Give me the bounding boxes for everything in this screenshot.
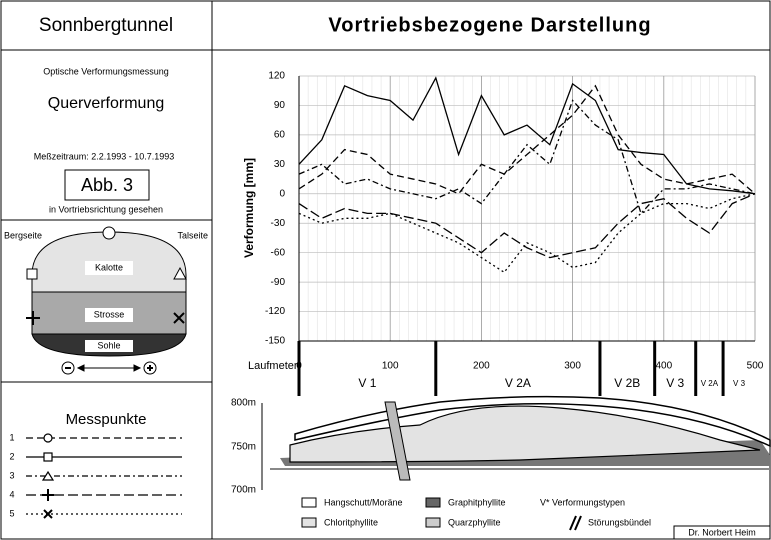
geo-legend: Graphitphyllite [448, 497, 506, 507]
level-label: 800m [231, 398, 256, 409]
arrow [78, 365, 140, 371]
level-label: 700m [231, 485, 256, 496]
legend-label: 4 [9, 489, 14, 499]
legend-marker [44, 453, 52, 461]
y-tick-label: 30 [274, 159, 286, 170]
x-tick-label: 500 [747, 361, 764, 372]
swatch [570, 516, 581, 530]
legend-label: 3 [9, 470, 14, 480]
y-tick-label: -150 [265, 336, 285, 347]
layer [270, 468, 770, 470]
section-label: V 2B [614, 376, 640, 390]
level-label: 750m [231, 442, 256, 453]
x-tick-label: 200 [473, 361, 490, 372]
geo-legend: Störungsbündel [588, 517, 651, 527]
y-tick-label: -90 [271, 277, 286, 288]
y-tick-label: -120 [265, 306, 285, 317]
legend-label: 1 [9, 432, 14, 442]
swatch [302, 498, 316, 507]
geo-legend: V* Verformungstypen [540, 497, 625, 507]
swatch [426, 498, 440, 507]
x-tick-label: 400 [655, 361, 672, 372]
direction: in Vortriebsrichtung gesehen [49, 204, 163, 214]
left-title: Sonnbergtunnel [39, 15, 173, 36]
y-tick-label: 120 [268, 71, 285, 82]
figure: Sonnbergtunnel Vortriebsbezogene Darstel… [0, 0, 771, 540]
y-tick-label: 90 [274, 100, 286, 111]
geology [270, 397, 770, 480]
author: Dr. Norbert Heim [688, 527, 756, 537]
heading: Querverformung [48, 95, 165, 112]
point-marker [27, 269, 37, 279]
legend-label: 5 [9, 508, 14, 518]
section-label: V 2A [701, 379, 719, 388]
y-tick-label: -60 [271, 247, 286, 258]
side-label: Bergseite [4, 230, 42, 240]
chart-title: Vortriebsbezogene Darstellung [328, 14, 651, 36]
part-label: Kalotte [95, 262, 123, 272]
y-tick-label: -30 [271, 218, 286, 229]
figure-label: Abb. 3 [81, 175, 133, 195]
section-label: V 2A [505, 376, 531, 390]
legend-label: 2 [9, 451, 14, 461]
point-marker [103, 227, 115, 239]
x-tick-label: 300 [564, 361, 581, 372]
legend-marker [42, 489, 54, 501]
y-tick-label: 0 [279, 188, 285, 199]
section-label: V 3 [666, 376, 684, 390]
part-label: Sohle [97, 340, 120, 350]
y-axis-label: Verformung [mm] [242, 158, 256, 258]
swatch [426, 518, 440, 527]
swatch [302, 518, 316, 527]
geo-legend: Hangschutt/Moräne [324, 497, 403, 507]
geo-legend: Chloritphyllite [324, 517, 378, 527]
y-tick-label: 60 [274, 130, 286, 141]
part-label: Strosse [94, 309, 125, 319]
x-tick-label: 100 [382, 361, 399, 372]
geo-legend: Quarzphyllite [448, 517, 501, 527]
legend-marker [44, 510, 52, 518]
legend-marker [44, 434, 52, 442]
legend-title: Messpunkte [66, 411, 147, 428]
subtitle: Optische Verformungsmessung [43, 66, 169, 76]
section-label: V 3 [733, 379, 746, 388]
x-axis-label: Laufmeter [248, 360, 298, 372]
period: Meßzeitraum: 2.2.1993 - 10.7.1993 [34, 151, 175, 161]
section-label: V 1 [358, 376, 376, 390]
side-label: Talseite [177, 230, 208, 240]
